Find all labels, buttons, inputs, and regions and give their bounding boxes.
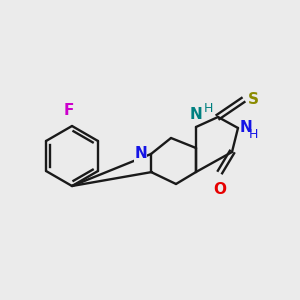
Text: N: N: [240, 121, 253, 136]
Text: S: S: [248, 92, 259, 107]
Text: O: O: [214, 182, 226, 197]
Text: H: H: [249, 128, 258, 140]
Text: N: N: [190, 107, 202, 122]
Text: H: H: [204, 102, 213, 115]
Text: F: F: [64, 103, 74, 118]
Text: F: F: [64, 103, 74, 118]
Text: N: N: [134, 146, 147, 161]
